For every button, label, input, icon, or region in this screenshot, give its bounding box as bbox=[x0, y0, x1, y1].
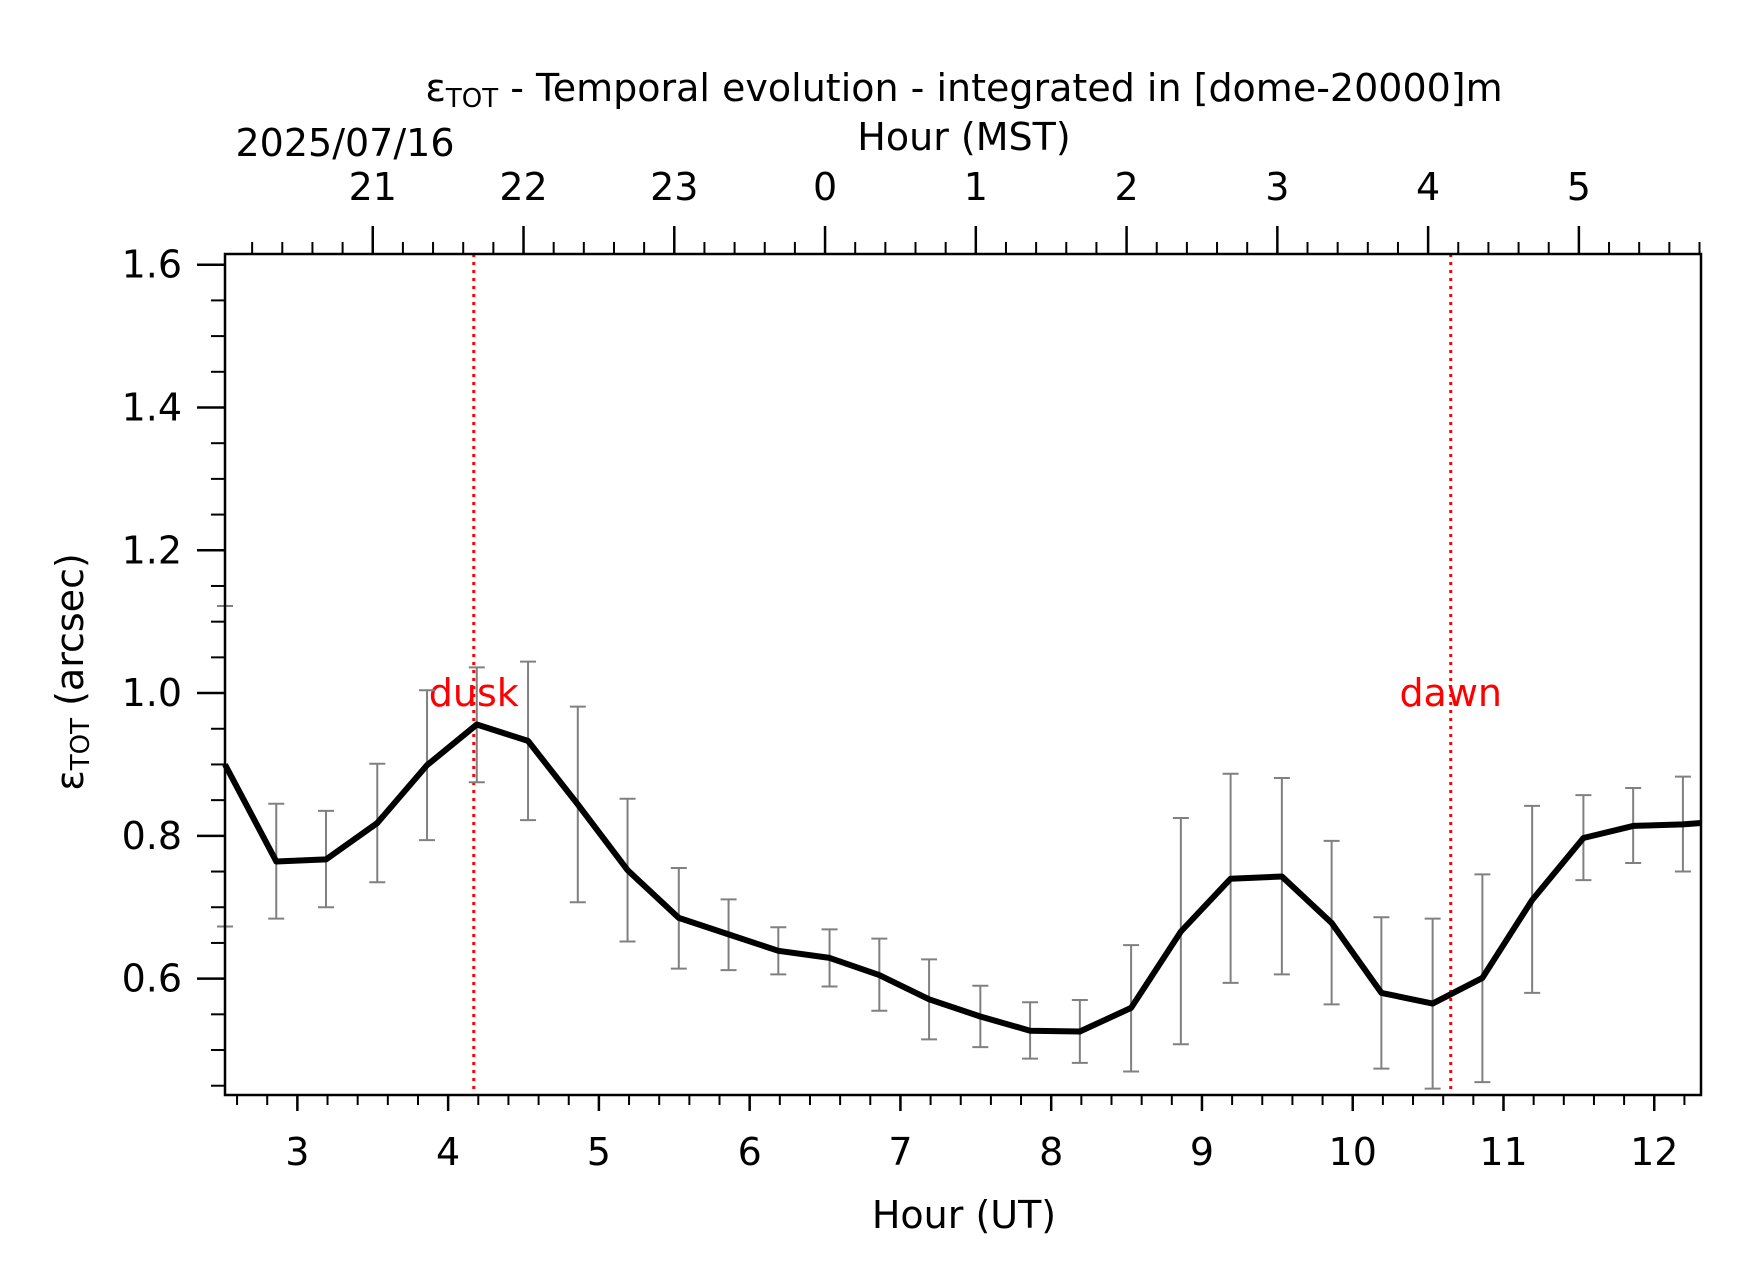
date-label: 2025/07/16 bbox=[235, 121, 454, 165]
x-tick-label: 5 bbox=[587, 1130, 611, 1174]
y-tick-label: 0.6 bbox=[122, 957, 182, 1001]
y-tick-label: 1.2 bbox=[122, 528, 182, 572]
chart-title: εTOT - Temporal evolution - integrated i… bbox=[425, 66, 1502, 114]
plot-frame bbox=[223, 252, 1703, 1097]
top-tick-label: 23 bbox=[650, 165, 698, 209]
y-axis-label: εTOT (arcsec) bbox=[48, 553, 96, 791]
x-tick-label: 6 bbox=[738, 1130, 762, 1174]
y-tick-label: 0.8 bbox=[122, 814, 182, 858]
x-tick-label: 4 bbox=[436, 1130, 460, 1174]
dawn-label: dawn bbox=[1399, 671, 1502, 715]
top-axis-label: Hour (MST) bbox=[857, 115, 1070, 159]
x-axis-label: Hour (UT) bbox=[872, 1193, 1056, 1237]
top-tick-label: 3 bbox=[1265, 165, 1289, 209]
x-tick-label: 8 bbox=[1039, 1130, 1063, 1174]
dusk-label: dusk bbox=[429, 671, 519, 715]
top-tick-label: 0 bbox=[813, 165, 837, 209]
x-tick-label: 9 bbox=[1190, 1130, 1214, 1174]
y-tick-label: 1.6 bbox=[122, 243, 182, 287]
top-tick-label: 5 bbox=[1567, 165, 1591, 209]
top-tick-label: 21 bbox=[349, 165, 397, 209]
x-tick-label: 11 bbox=[1479, 1130, 1527, 1174]
top-tick-label: 1 bbox=[964, 165, 988, 209]
x-tick-label: 10 bbox=[1329, 1130, 1377, 1174]
x-tick-label: 3 bbox=[285, 1130, 309, 1174]
y-tick-label: 1.4 bbox=[122, 385, 182, 429]
x-tick-label: 12 bbox=[1630, 1130, 1678, 1174]
y-tick-label: 1.0 bbox=[122, 671, 182, 715]
top-tick-label: 22 bbox=[499, 165, 547, 209]
top-tick-label: 2 bbox=[1114, 165, 1138, 209]
series-line bbox=[222, 721, 1702, 1035]
top-tick-label: 4 bbox=[1416, 165, 1440, 209]
x-tick-label: 7 bbox=[888, 1130, 912, 1174]
